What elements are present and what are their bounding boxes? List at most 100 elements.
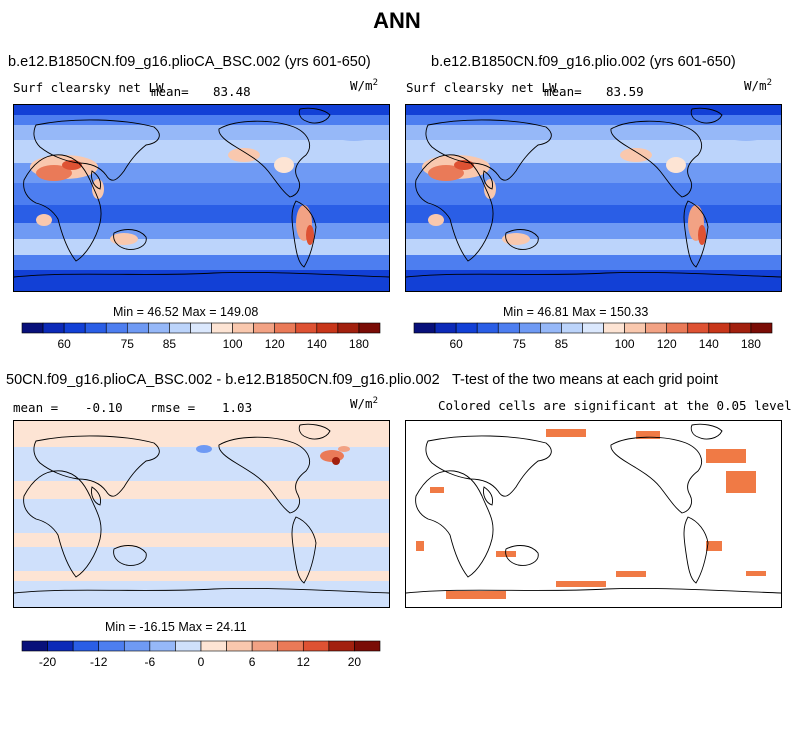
coastline-3: [113, 229, 147, 250]
panel-tl-max-label: Max =: [182, 305, 217, 319]
zonal-band-2: [14, 125, 389, 140]
panel-tl-variable: Surf clearsky net LW: [13, 80, 164, 95]
coastline-1: [33, 435, 160, 497]
coastline-3: [113, 545, 147, 566]
colorbar-swatch-1: [434, 322, 457, 334]
significant-cell-0: [546, 429, 586, 437]
zonal-band-2: [406, 125, 781, 140]
colorbar-swatch-2: [455, 322, 478, 334]
panel-tl-colorbar: 60 75 85 100 120 140 180: [21, 322, 381, 351]
coastline-3: [505, 545, 539, 566]
panel-tl-min-label: Min =: [113, 305, 144, 319]
colorbar-swatch-0: [21, 640, 48, 652]
significant-cell-1: [636, 431, 660, 439]
colorbar-swatch-4: [123, 640, 151, 652]
coastline-1: [33, 119, 160, 181]
significant-cell-8: [616, 571, 646, 577]
colorbar-swatch-12: [274, 322, 297, 334]
panel-bl-min-label: Min =: [105, 620, 136, 634]
colorbar-swatch-3: [476, 322, 499, 334]
significant-cell-10: [746, 571, 766, 576]
coastline-1: [425, 435, 552, 497]
colorbar-swatch-8: [190, 322, 212, 334]
panel-tl-mean-label: mean=: [151, 84, 189, 99]
panel-tr-min-value: 46.81: [537, 305, 569, 319]
zonal-band-0: [406, 105, 781, 115]
colorbar-tick-label-4: 6: [249, 655, 256, 669]
panel-tr-max-value: 150.33: [610, 305, 649, 319]
colorbar-tick-label-0: -20: [39, 655, 57, 669]
coastline-7: [14, 588, 389, 594]
colorbar-swatch-8: [582, 322, 604, 334]
coastline-2: [483, 486, 493, 506]
warm-region-9: [36, 214, 52, 226]
zonal-band-3: [406, 140, 781, 163]
zonal-band-5: [406, 183, 781, 205]
significant-cell-2: [706, 449, 746, 463]
coastline-1: [425, 119, 552, 181]
panel-tl-max-value: 149.08: [220, 305, 259, 319]
zonal-band-9: [406, 255, 781, 270]
coastline-7: [406, 588, 781, 594]
coastline-0: [415, 470, 494, 578]
colorbar-tick-label-1: -12: [90, 655, 108, 669]
colorbar-swatch-9: [251, 640, 279, 652]
colorbar-tick-label-1: 75: [513, 337, 527, 351]
colorbar-swatch-16: [358, 322, 381, 334]
colorbar-swatch-1: [47, 640, 74, 652]
coastline-6: [690, 107, 723, 124]
colorbar-tick-label-6: 180: [349, 337, 369, 351]
colorbar-tick-label-3: 100: [615, 337, 635, 351]
warm-region-5: [228, 148, 260, 162]
colorbar-swatch-4: [497, 322, 520, 334]
coastline-7: [406, 272, 781, 278]
panel-tl-mean-value: 83.48: [213, 84, 251, 99]
colorbar-swatch-0: [413, 322, 436, 334]
colorbar-swatch-10: [232, 322, 254, 334]
warm-region-1: [36, 165, 72, 181]
colorbar-swatch-11: [302, 640, 330, 652]
warm-region-5: [620, 148, 652, 162]
panel-bl-mean-label: mean =: [13, 400, 59, 415]
coastline-7: [14, 272, 389, 278]
coastline-2: [91, 486, 101, 506]
coastline-6: [298, 423, 331, 440]
colorbar-swatch-7: [561, 322, 583, 334]
warm-region-7: [306, 225, 314, 245]
panel-br-map: [405, 420, 782, 608]
colorbar-swatch-13: [295, 322, 318, 334]
panel-tl-units: W/m2: [350, 78, 378, 94]
panel-tl-min-value: 46.52: [147, 305, 179, 319]
coastline-0: [23, 470, 102, 578]
colorbar-tick-label-3: 100: [223, 337, 243, 351]
colorbar-swatch-6: [148, 322, 170, 334]
panel-tr-mean-label: mean=: [544, 84, 582, 99]
colorbar-swatch-13: [687, 322, 710, 334]
colorbar-tick-label-4: 120: [657, 337, 677, 351]
colorbar-swatch-12: [666, 322, 689, 334]
coastline-6: [298, 107, 331, 124]
panel-bl-units: W/m2: [350, 396, 378, 412]
coastline-4: [610, 436, 702, 514]
panel-bl-mean-value: -0.10: [85, 400, 123, 415]
coastline-3: [505, 229, 539, 250]
positive-band-1: [14, 481, 389, 499]
panel-tr-max-label: Max =: [572, 305, 607, 319]
panel-tl-map: [13, 104, 390, 292]
coastline-4: [610, 120, 702, 198]
colorbar-tick-label-0: 60: [57, 337, 71, 351]
positive-band-2: [14, 533, 389, 547]
panel-bl-min-max: Min = -16.15 Max = 24.11: [105, 620, 247, 634]
coastline-2: [91, 170, 101, 190]
significant-cell-9: [706, 541, 722, 551]
colorbar-swatch-3: [84, 322, 107, 334]
zonal-band-6: [406, 205, 781, 223]
colorbar-swatch-15: [337, 322, 360, 334]
coastline-6: [690, 423, 723, 440]
colorbar-swatch-5: [149, 640, 176, 652]
coastline-0: [415, 154, 494, 262]
panel-tr-colorbar: 60 75 85 100 120 140 180: [413, 322, 773, 351]
panel-bl-rmse-label: rmse =: [150, 400, 196, 415]
warm-region-3: [484, 179, 496, 199]
colorbar-swatch-2: [72, 640, 100, 652]
